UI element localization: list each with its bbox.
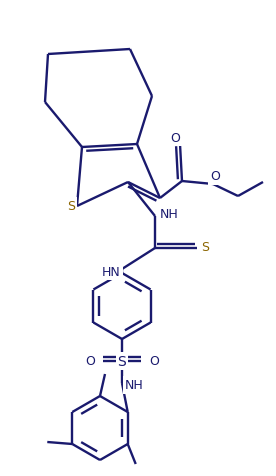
Text: NH: NH	[125, 379, 143, 392]
Text: S: S	[67, 200, 75, 213]
Text: S: S	[201, 241, 209, 254]
Text: NH: NH	[160, 207, 178, 220]
Text: HN: HN	[102, 265, 120, 278]
Text: O: O	[170, 131, 180, 144]
Text: O: O	[210, 170, 220, 183]
Text: O: O	[149, 355, 159, 368]
Text: S: S	[118, 354, 126, 368]
Text: O: O	[85, 355, 95, 368]
